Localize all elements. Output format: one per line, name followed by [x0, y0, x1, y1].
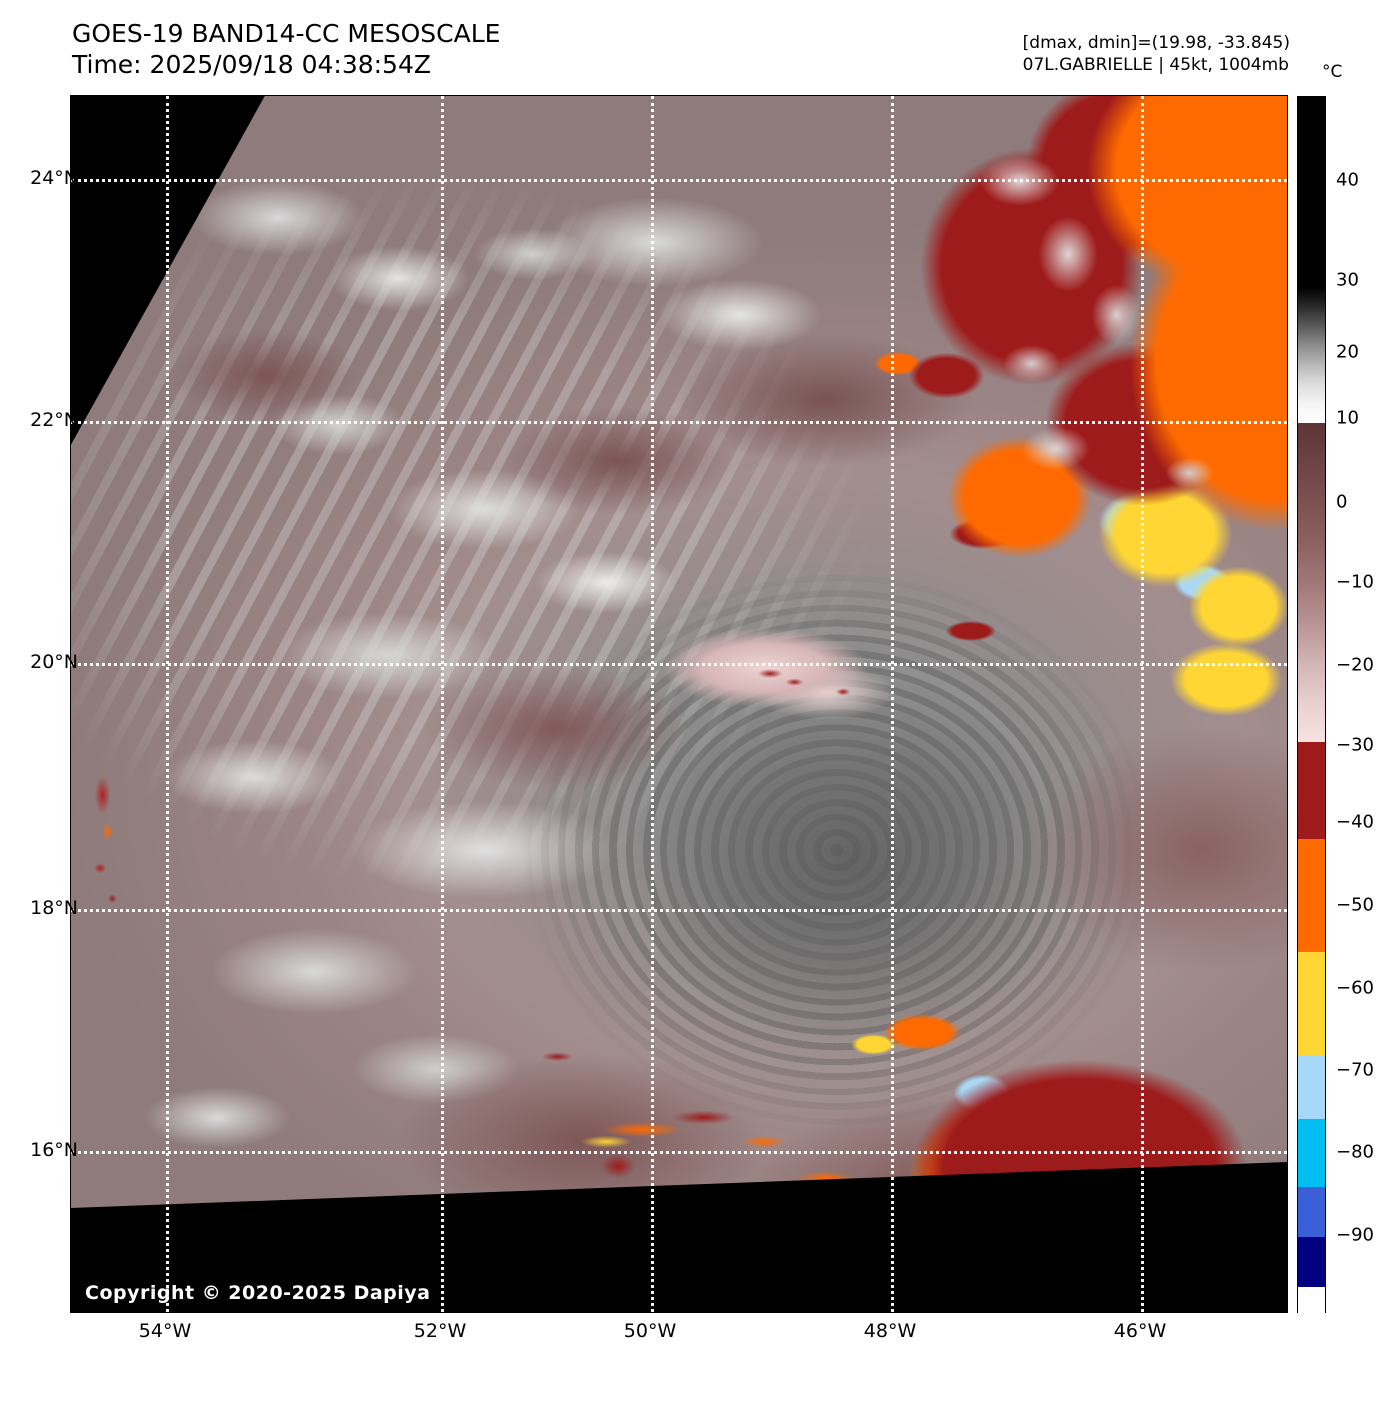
x-tick-52W: 52°W: [413, 1320, 467, 1342]
cb-tick-m40: −40: [1336, 811, 1374, 833]
cb-segment-navy: [1298, 1237, 1325, 1287]
copyright-label: Copyright © 2020-2025 Dapiya: [85, 1282, 431, 1304]
cb-tick-m90: −90: [1336, 1224, 1374, 1246]
gridline-54W: [166, 96, 169, 1312]
cb-tick-10: 10: [1336, 407, 1359, 429]
cb-segment-grey-ramp: [1298, 287, 1325, 423]
cb-tick-40: 40: [1336, 169, 1359, 191]
colorbar-unit-label: °C: [1322, 62, 1343, 82]
cb-tick-0: 0: [1336, 491, 1348, 513]
gridline-18N: [71, 909, 1287, 912]
timestamp-label: Time: 2025/09/18 04:38:54Z: [72, 50, 431, 79]
gridline-48W: [891, 96, 894, 1312]
cb-tick-m70: −70: [1336, 1059, 1374, 1081]
y-tick-18N: 18°N: [30, 897, 78, 919]
x-tick-50W: 50°W: [623, 1320, 677, 1342]
gridline-22N: [71, 421, 1287, 424]
cb-segment-white: [1298, 1287, 1325, 1412]
y-tick-16N: 16°N: [30, 1139, 78, 1161]
y-tick-24N: 24°N: [30, 167, 78, 189]
data-range-label: [dmax, dmin]=(19.98, -33.845): [1022, 33, 1290, 53]
cb-tick-m30: −30: [1336, 734, 1374, 756]
gridline-50W: [651, 96, 654, 1312]
cb-segment-yellow: [1298, 952, 1325, 1055]
gridline-20N: [71, 663, 1287, 666]
temperature-colorbar[interactable]: [1297, 96, 1326, 1412]
cb-tick-m50: −50: [1336, 894, 1374, 916]
gridline-16N: [71, 1151, 1287, 1154]
convective-filaments-southwest: [71, 96, 1287, 1312]
cb-segment-black: [1298, 97, 1325, 287]
title-block: GOES-19 BAND14-CC MESOSCALE Time: 2025/0…: [72, 18, 500, 80]
cb-segment-lightblue: [1298, 1055, 1325, 1119]
x-tick-48W: 48°W: [863, 1320, 917, 1342]
metadata-block: [dmax, dmin]=(19.98, -33.845) 07L.GABRIE…: [1023, 32, 1290, 76]
cb-tick-m60: −60: [1336, 977, 1374, 999]
y-tick-20N: 20°N: [30, 651, 78, 673]
storm-info-label: 07L.GABRIELLE | 45kt, 1004mb: [1022, 55, 1289, 75]
y-tick-22N: 22°N: [30, 409, 78, 431]
cb-tick-m80: −80: [1336, 1141, 1374, 1163]
cb-segment-blue: [1298, 1187, 1325, 1237]
page-title: GOES-19 BAND14-CC MESOSCALE: [72, 19, 501, 48]
cb-tick-m10: −10: [1336, 571, 1374, 593]
x-tick-54W: 54°W: [138, 1320, 192, 1342]
x-tick-46W: 46°W: [1113, 1320, 1167, 1342]
plot-inner: [71, 96, 1287, 1312]
cb-tick-20: 20: [1336, 341, 1359, 363]
cb-segment-darkred: [1298, 742, 1325, 839]
gridline-24N: [71, 179, 1287, 182]
cb-tick-30: 30: [1336, 269, 1359, 291]
cb-segment-cyan: [1298, 1119, 1325, 1187]
satellite-image-plot[interactable]: Copyright © 2020-2025 Dapiya: [70, 95, 1288, 1313]
cb-segment-orange: [1298, 839, 1325, 952]
gridline-52W: [441, 96, 444, 1312]
gridline-46W: [1141, 96, 1144, 1312]
cb-tick-m20: −20: [1336, 654, 1374, 676]
cb-segment-mauve-ramp: [1298, 423, 1325, 742]
